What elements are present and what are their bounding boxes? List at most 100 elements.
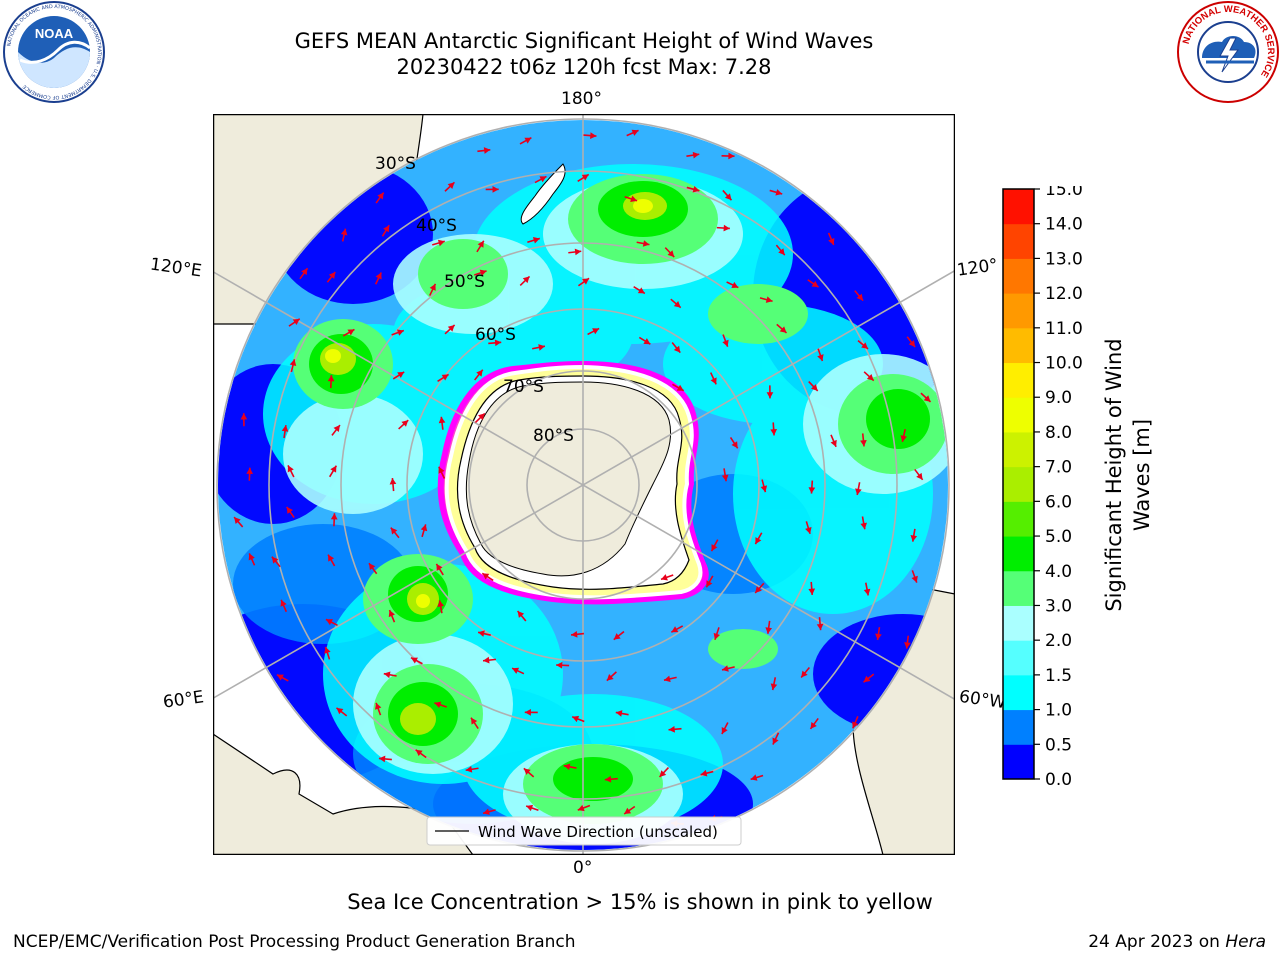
wave-direction-arrowhead <box>377 192 384 200</box>
wave-direction-arrowhead <box>590 132 597 139</box>
sea-ice-note: Sea Ice Concentration > 15% is shown in … <box>347 890 933 914</box>
wave-direction-arrowhead <box>375 702 382 710</box>
wave-direction-arrowhead <box>476 369 483 377</box>
wave-direction-arrowhead <box>710 377 717 385</box>
wave-direction-arrowhead <box>613 633 621 640</box>
wave-direction-arrowhead <box>900 435 908 442</box>
wave-direction-arrowhead <box>429 283 436 291</box>
colorbar-tick-label: 12.0 <box>1045 284 1083 304</box>
wave-direction-arrowhead <box>779 326 787 333</box>
wave-direction-arrowhead <box>668 725 675 733</box>
wave-direction-arrowhead <box>388 610 395 618</box>
colorbar-block <box>1003 362 1034 398</box>
wave-direction-arrowhead <box>478 413 485 421</box>
wave-direction-arrowhead <box>389 478 397 485</box>
wave-direction-arrowhead <box>724 193 732 201</box>
wave-direction-arrowhead <box>276 674 284 681</box>
wave-direction-arrowhead <box>246 467 253 475</box>
nws-logo: NATIONAL WEATHER SERVICE <box>1177 1 1279 103</box>
wave-direction-arrowhead <box>581 174 589 181</box>
map-title: GEFS MEAN Antarctic Significant Height o… <box>294 29 874 53</box>
lon-label-0: 0° <box>573 858 593 878</box>
wave-direction-arrowhead <box>383 225 390 233</box>
wave-direction-arrowhead <box>577 804 585 812</box>
wave-direction-arrowhead <box>643 338 651 345</box>
wave-direction-arrowhead <box>538 344 545 351</box>
wave-direction-arrowhead <box>860 522 867 530</box>
wave-direction-arrowhead <box>375 272 382 280</box>
wave-direction-arrowhead <box>383 671 391 679</box>
wave-direction-arrowhead <box>816 623 824 631</box>
wave-direction-arrowhead <box>606 674 614 681</box>
wave-direction-arrowhead <box>324 646 331 654</box>
wave-direction-arrowhead <box>289 359 297 367</box>
lat-label-50s: 50°S <box>444 272 485 292</box>
colorbar-block <box>1003 431 1034 468</box>
lat-label-60s: 60°S <box>475 325 516 345</box>
wave-direction-arrowhead <box>396 329 404 336</box>
wave-direction-arrowhead <box>447 182 455 189</box>
wave-direction-arrowhead <box>722 665 729 672</box>
wave-direction-arrowhead <box>630 195 638 203</box>
wave-direction-arrowhead <box>904 642 911 649</box>
colorbar-frame <box>1002 188 1035 780</box>
wave-direction-arrowhead <box>240 413 248 420</box>
wave-direction-arrowhead <box>817 354 824 362</box>
wave-direction-arrowhead <box>271 556 279 564</box>
colorbar-tick-label: 6.0 <box>1045 492 1072 512</box>
wave-direction-arrowhead <box>663 675 671 683</box>
wave-direction-arrowhead <box>368 563 376 571</box>
colorbar-tick-label: 7.0 <box>1045 458 1072 478</box>
wave-direction-arrowhead <box>692 185 700 193</box>
colorbar-block <box>1003 570 1034 606</box>
wave-direction-arrowhead <box>856 293 864 301</box>
wave-direction-arrowhead <box>336 707 344 715</box>
wave-direction-arrowhead <box>526 804 534 812</box>
colorbar-tick-label: 3.0 <box>1045 596 1072 616</box>
lat-label-70s: 70°S <box>503 377 544 397</box>
wave-direction-arrowhead <box>811 280 819 288</box>
wave-direction-arrowhead <box>863 675 871 683</box>
wave-direction-arrowhead <box>401 420 409 427</box>
wave-direction-arrowhead <box>437 239 445 247</box>
wave-direction-arrowhead <box>808 588 816 595</box>
colorbar-tick-label: 11.0 <box>1045 319 1083 339</box>
colorbar-tick-label: 5.0 <box>1045 527 1072 547</box>
wave-direction-arrowhead <box>805 526 812 534</box>
wave-direction-arrowhead <box>866 373 874 381</box>
colorbar-block <box>1003 397 1034 433</box>
colorbar-label-line1: Significant Height of Wind <box>1102 338 1126 612</box>
noaa-logo: NOAA NATIONAL OCEANIC AND ATMOSPHERIC AD… <box>3 1 105 103</box>
wave-direction-arrowhead <box>766 392 774 399</box>
wave-direction-arrowhead <box>532 237 540 244</box>
wave-direction-arrowhead <box>524 709 531 716</box>
wave-direction-arrowhead <box>410 657 418 664</box>
wave-direction-arrowhead <box>330 513 338 520</box>
wave-direction-arrowhead <box>673 345 681 353</box>
new-zealand-landmass <box>520 163 566 225</box>
wave-direction-arrowhead <box>855 488 862 496</box>
wave-direction-arrowhead <box>673 301 681 308</box>
wave-direction-arrowhead <box>755 586 762 593</box>
wave-direction-arrowhead <box>524 137 532 144</box>
wave-direction-arrowhead <box>397 371 405 379</box>
wave-direction-arrowhead <box>728 152 735 160</box>
colorbar-tick-label: 0.0 <box>1045 770 1072 786</box>
wave-direction-arrowhead <box>910 535 918 542</box>
wave-direction-arrowhead <box>861 342 869 349</box>
colorbar-block <box>1003 605 1034 641</box>
colorbar-tick-label: 9.0 <box>1045 388 1072 408</box>
wave-direction-arrowhead <box>624 807 632 815</box>
wave-direction-arrowhead <box>908 340 916 348</box>
wave-direction-arrowhead <box>483 656 490 664</box>
credit-right: 24 Apr 2023 on Hera <box>1088 932 1266 952</box>
wave-direction-arrowhead <box>523 768 531 775</box>
wave-direction-arrowhead <box>556 661 563 669</box>
wave-direction-arrowhead <box>572 715 580 723</box>
wave-direction-arrowhead <box>723 224 730 232</box>
wave-direction-arrowhead <box>539 176 547 183</box>
wave-direction-arrowhead <box>772 737 779 745</box>
wave-direction-arrowhead <box>770 429 778 436</box>
wave-direction-arrowhead <box>483 808 490 815</box>
polar-map: Wind Wave Direction (unscaled) 30°S 40°S… <box>213 114 955 855</box>
